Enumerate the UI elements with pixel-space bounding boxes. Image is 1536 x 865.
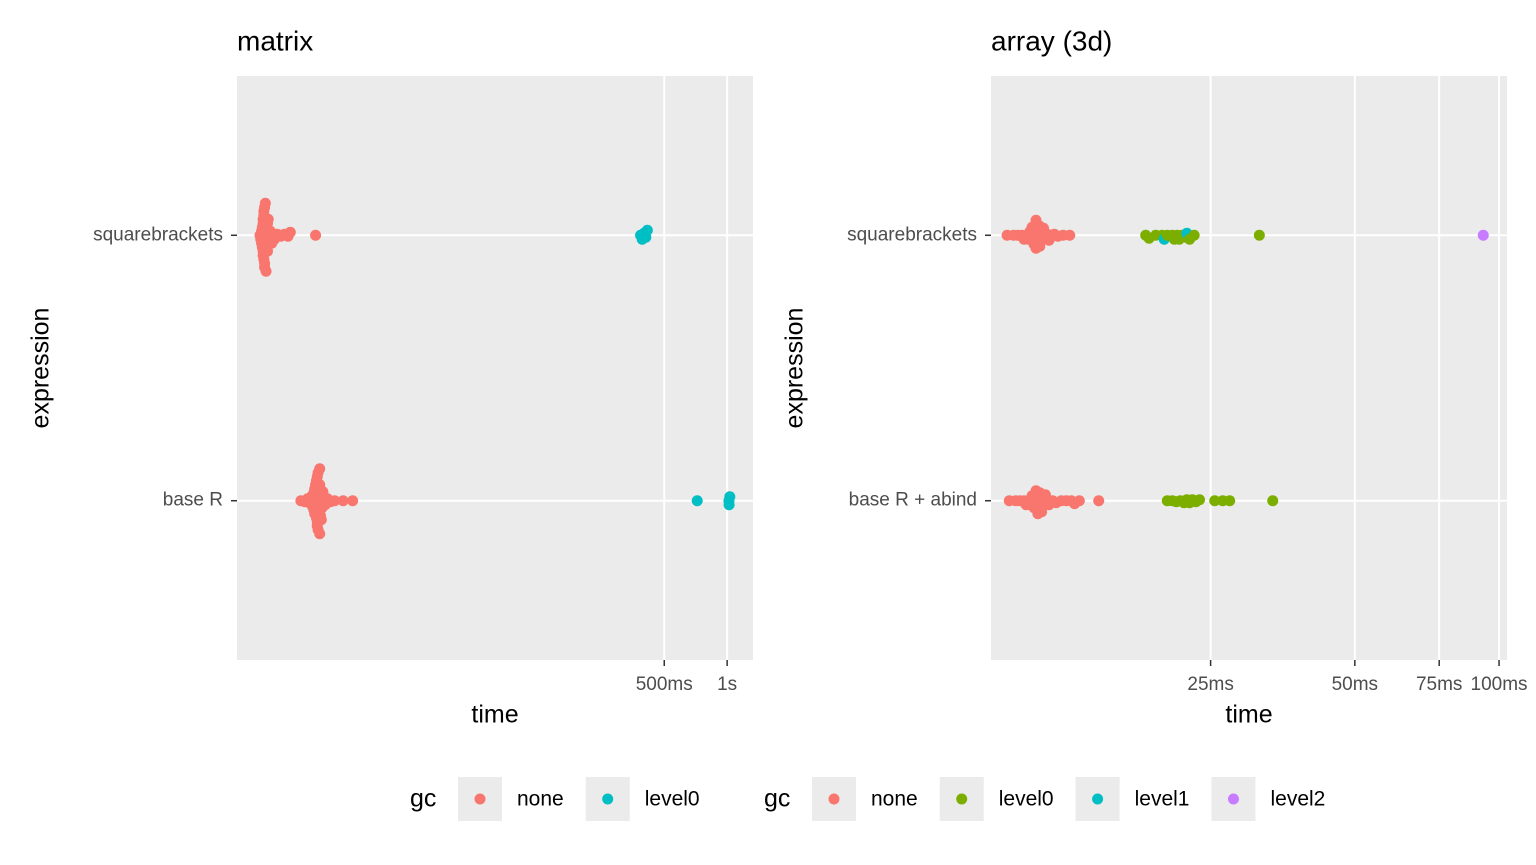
point xyxy=(347,495,359,507)
x-tick-label: 50ms xyxy=(1332,674,1378,695)
point xyxy=(315,514,327,526)
point xyxy=(1253,229,1265,241)
panel-background xyxy=(237,76,753,660)
point xyxy=(310,229,322,241)
legend-dot xyxy=(474,793,486,805)
x-axis-title: time xyxy=(1225,701,1272,729)
y-tick-label: base R + abind xyxy=(849,490,977,511)
point xyxy=(1477,229,1489,241)
y-tick-label: base R xyxy=(163,490,223,511)
point xyxy=(1224,495,1236,507)
legend-label: level1 xyxy=(1135,788,1190,811)
point xyxy=(284,226,296,238)
legend-title: gc xyxy=(410,785,436,813)
point xyxy=(724,491,736,503)
legend-title: gc xyxy=(764,785,790,813)
x-tick-label: 100ms xyxy=(1471,674,1528,695)
point xyxy=(1188,229,1200,241)
y-tick-label: squarebrackets xyxy=(847,224,977,245)
legend-dot xyxy=(602,793,614,805)
point xyxy=(1194,494,1206,506)
point xyxy=(259,197,271,209)
x-tick-label: 25ms xyxy=(1187,674,1233,695)
point xyxy=(260,265,272,277)
point xyxy=(641,224,653,236)
point xyxy=(329,495,341,507)
point xyxy=(1209,495,1221,507)
legend-dot xyxy=(828,793,840,805)
point xyxy=(723,499,735,511)
legend-label: level0 xyxy=(645,788,700,811)
legend-label: none xyxy=(517,788,564,811)
x-axis-title: time xyxy=(471,701,518,729)
panel-title: matrix xyxy=(237,25,313,56)
point xyxy=(1064,229,1076,241)
point xyxy=(1073,495,1085,507)
legend-dot xyxy=(1227,793,1239,805)
legend-label: none xyxy=(871,788,918,811)
point xyxy=(337,495,349,507)
point xyxy=(1267,495,1279,507)
x-tick-label: 500ms xyxy=(636,674,693,695)
point xyxy=(1093,495,1105,507)
point xyxy=(314,528,326,540)
point xyxy=(1036,506,1048,518)
point xyxy=(691,495,703,507)
legend-label: level0 xyxy=(999,788,1054,811)
x-tick-label: 1s xyxy=(717,674,737,695)
y-axis-title: expression xyxy=(27,308,55,429)
panel-background xyxy=(991,76,1507,660)
legend-dot xyxy=(1092,793,1104,805)
legend-dot xyxy=(956,793,968,805)
point xyxy=(314,463,326,475)
x-tick-label: 75ms xyxy=(1416,674,1462,695)
y-axis-title: expression xyxy=(781,308,809,429)
panel-title: array (3d) xyxy=(991,25,1112,56)
y-tick-label: squarebrackets xyxy=(93,224,223,245)
point xyxy=(262,213,274,225)
legend-label: level2 xyxy=(1270,788,1325,811)
